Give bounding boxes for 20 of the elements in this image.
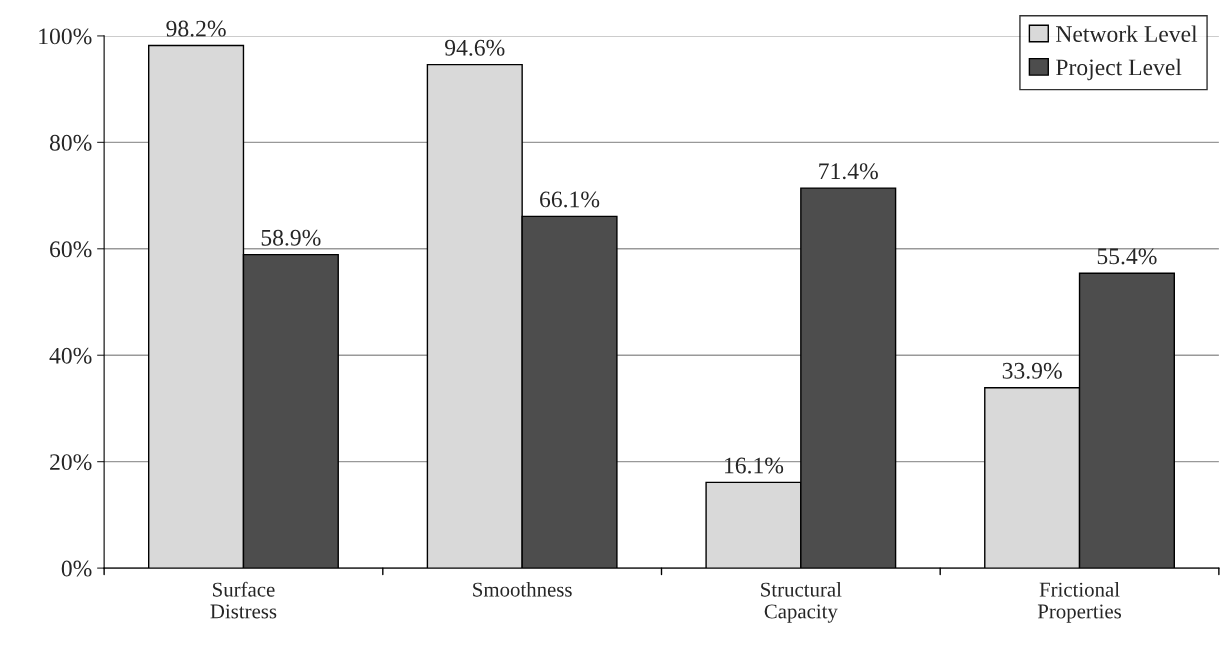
- y-tick-label: 60%: [50, 241, 92, 258]
- y-tick-label: 80%: [49, 134, 92, 151]
- x-tick-label: Smoothness: [473, 582, 572, 597]
- y-tick-label: 40%: [49, 347, 92, 364]
- legend-label: Project Level: [1056, 58, 1182, 81]
- x-tick-label: Frictional Properties: [1037, 582, 1122, 623]
- x-tick-label: Structural Capacity: [761, 582, 842, 623]
- data-label: 33.9%: [1002, 362, 1062, 379]
- y-tick-label: 20%: [50, 454, 92, 471]
- data-label: 55.4%: [1097, 248, 1157, 265]
- data-label: 66.1%: [540, 191, 600, 208]
- data-label: 94.6%: [445, 39, 505, 56]
- x-tick-label: Surface Distress: [210, 581, 277, 619]
- data-label: 58.9%: [261, 229, 321, 246]
- y-tick-label: 100%: [39, 28, 92, 45]
- data-label: 98.2%: [166, 20, 226, 37]
- data-label: 71.4%: [819, 163, 878, 180]
- legend-label: Network Level: [1056, 25, 1198, 42]
- y-tick-label: 0%: [61, 560, 92, 577]
- data-label: 16.1%: [725, 457, 784, 474]
